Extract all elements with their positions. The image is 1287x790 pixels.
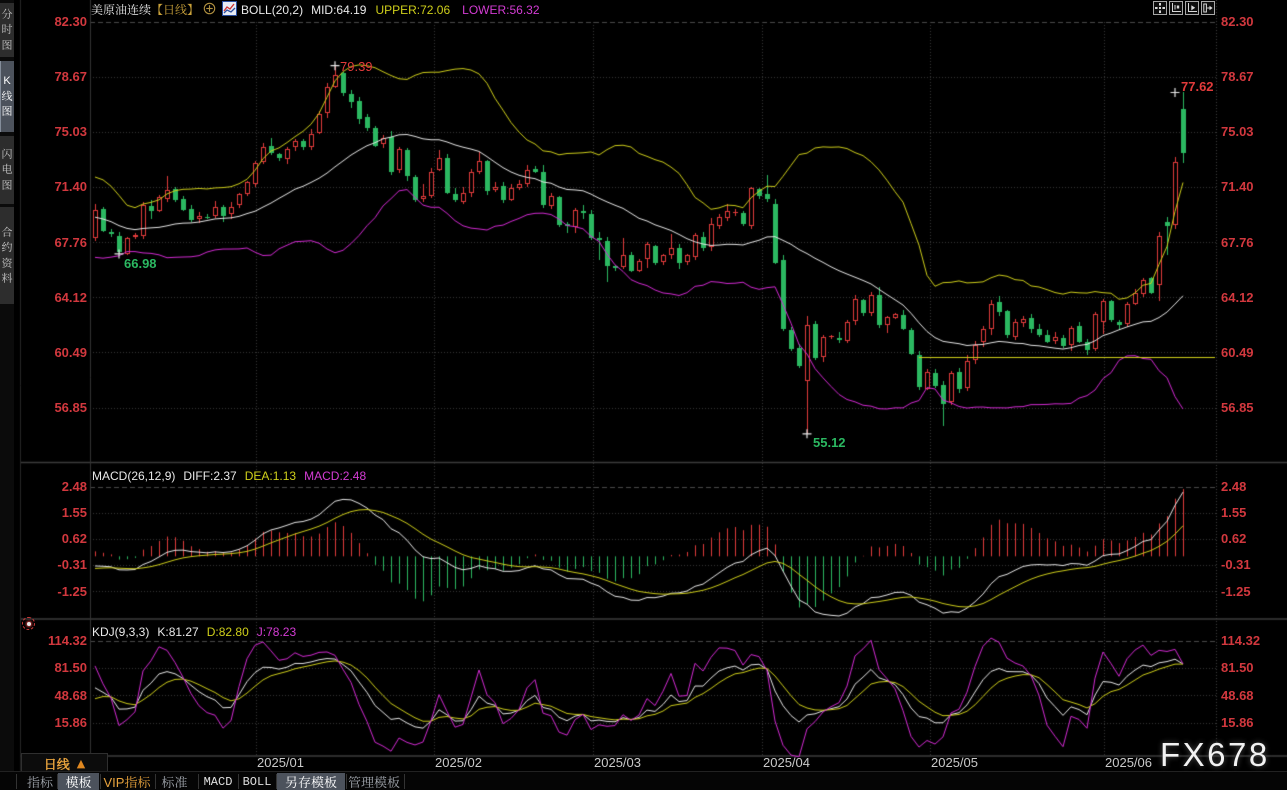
kline-chart-icon[interactable] (222, 1, 238, 20)
bottom-tab-1[interactable]: 指标 (26, 772, 53, 790)
price-annotation: 79.39 (340, 55, 373, 75)
zoom-axis-icon[interactable] (1169, 1, 1183, 15)
macd-tick-left: 1.55 (61, 505, 87, 521)
bottom-tab-7[interactable]: 另存模板 (277, 772, 345, 790)
tab-separator (346, 774, 347, 789)
main-price-tick-left: 60.49 (54, 344, 87, 360)
indicator-name[interactable]: BOLL(20,2) (241, 1, 304, 18)
tab-separator (276, 774, 277, 789)
main-price-tick-left: 75.03 (54, 124, 87, 140)
pan-crosshair-icon[interactable] (1153, 1, 1167, 15)
price-annotation: 77.62 (1181, 76, 1214, 96)
export-right-icon[interactable] (1201, 1, 1215, 15)
period-tag: 【日线】 (151, 1, 200, 18)
tab-separator (100, 774, 101, 789)
macd-tick-right: 2.48 (1221, 479, 1247, 495)
macd-tick-right: -1.25 (1221, 583, 1251, 599)
sidebar-tab-1[interactable]: 分时图 (0, 3, 14, 57)
main-price-tick-right: 82.30 (1221, 14, 1254, 29)
macd-pane-header: MACD(26,12,9) DIFF:2.37 DEA:1.13 MACD:2.48 (92, 467, 374, 484)
kdj-tick-right: 81.50 (1221, 660, 1254, 676)
main-price-tick-right: 56.85 (1221, 400, 1254, 416)
chart-title-bar: 美原油连续 【日线】 BOLL(20,2) MID:64.19 UPPER:72.… (91, 1, 540, 18)
minus-circle-icon[interactable] (203, 2, 216, 19)
bottom-tab-3[interactable]: VIP指标 (103, 772, 151, 790)
kdj-tick-left: 48.68 (54, 687, 87, 703)
kdj-tick-left: 114.32 (47, 633, 87, 648)
kdj-j-value: J:78.23 (256, 623, 297, 640)
sidebar-tab-3[interactable]: 闪电图 (0, 136, 14, 204)
macd-tick-right: 1.55 (1221, 505, 1247, 521)
brand-watermark: FX678 (1160, 736, 1270, 773)
main-price-tick-left: 82.30 (54, 14, 87, 29)
macd-dea-value: DEA:1.13 (244, 467, 297, 484)
kdj-title[interactable]: KDJ(9,3,3) (92, 623, 150, 640)
main-price-tick-right: 71.40 (1221, 179, 1254, 195)
macd-tick-left: -0.31 (57, 557, 87, 573)
main-price-tick-left: 56.85 (54, 400, 87, 416)
macd-tick-right: 0.62 (1221, 531, 1247, 547)
kdj-d-value: D:82.80 (206, 623, 249, 640)
tab-separator (404, 774, 405, 789)
kdj-tick-right: 114.32 (1221, 633, 1261, 648)
sidebar-tab-4[interactable]: 合约资料 (0, 207, 14, 304)
macd-tick-left: 0.62 (61, 531, 87, 547)
bottom-tab-4[interactable]: 标准 (161, 772, 188, 790)
boll-lower-value: LOWER:56.32 (462, 1, 540, 18)
bottom-tab-6[interactable]: BOLL (242, 774, 272, 789)
main-price-tick-left: 64.12 (54, 289, 87, 305)
boll-upper-value: UPPER:72.06 (375, 1, 451, 18)
x-axis-month-label: 2025/05 (931, 755, 978, 770)
x-axis-row: 日线 ▲ 2025/01 2025/02 2025/03 2025/04 2025/05… (0, 753, 1287, 773)
x-axis-month-label: 2025/02 (435, 755, 482, 770)
tab-separator (16, 774, 17, 789)
macd-tick-right: -0.31 (1221, 557, 1251, 573)
symbol-name: 美原油连续 (91, 1, 152, 18)
tab-separator (155, 774, 156, 789)
price-annotation: 55.12 (813, 431, 846, 451)
x-axis-month-label: 2025/01 (257, 755, 304, 770)
price-annotation: 66.98 (124, 252, 157, 272)
macd-hist-value: MACD:2.48 (304, 467, 367, 484)
macd-tick-left: -1.25 (57, 583, 87, 599)
period-selector[interactable]: 日线 ▲ (21, 753, 108, 773)
sun-marker-icon[interactable] (22, 617, 35, 630)
bottom-toolbar: 指标 模板 VIP指标 标准 MACD BOLL 另存模板 管理模板 (0, 771, 1287, 790)
tab-separator (57, 774, 58, 789)
main-price-tick-left: 78.67 (54, 69, 87, 85)
kdj-k-value: K:81.27 (157, 623, 199, 640)
replay-axis-icon[interactable] (1185, 1, 1199, 15)
chart-toolbar-icons (1153, 1, 1215, 15)
bottom-tab-2[interactable]: 模板 (58, 772, 99, 790)
main-price-tick-right: 60.49 (1221, 344, 1254, 360)
bottom-tab-8[interactable]: 管理模板 (348, 772, 401, 790)
boll-mid-value: MID:64.19 (311, 1, 367, 18)
main-price-tick-right: 75.03 (1221, 124, 1254, 140)
bottom-tab-5[interactable]: MACD (203, 774, 233, 789)
x-axis-month-label: 2025/06 (1105, 755, 1152, 770)
macd-diff-value: DIFF:2.37 (183, 467, 237, 484)
kdj-tick-left: 81.50 (54, 660, 87, 676)
x-axis-month-label: 2025/03 (594, 755, 641, 770)
kdj-tick-right: 48.68 (1221, 687, 1254, 703)
kdj-tick-right: 15.86 (1221, 715, 1254, 731)
tab-separator (238, 774, 239, 789)
period-label: 日线 (43, 753, 70, 773)
macd-tick-left: 2.48 (61, 479, 87, 495)
kdj-pane-header: KDJ(9,3,3) K:81.27 D:82.80 J:78.23 (92, 623, 304, 640)
triangle-up-icon: ▲ (76, 756, 86, 770)
main-price-tick-right: 64.12 (1221, 289, 1254, 305)
main-price-tick-right: 78.67 (1221, 69, 1254, 85)
main-price-tick-right: 67.76 (1221, 234, 1254, 250)
main-price-tick-left: 67.76 (54, 234, 87, 250)
main-price-tick-left: 71.40 (54, 179, 87, 195)
x-axis-month-label: 2025/04 (763, 755, 810, 770)
kdj-tick-left: 15.86 (54, 715, 87, 731)
tab-separator (198, 774, 199, 789)
macd-title[interactable]: MACD(26,12,9) (92, 467, 176, 484)
